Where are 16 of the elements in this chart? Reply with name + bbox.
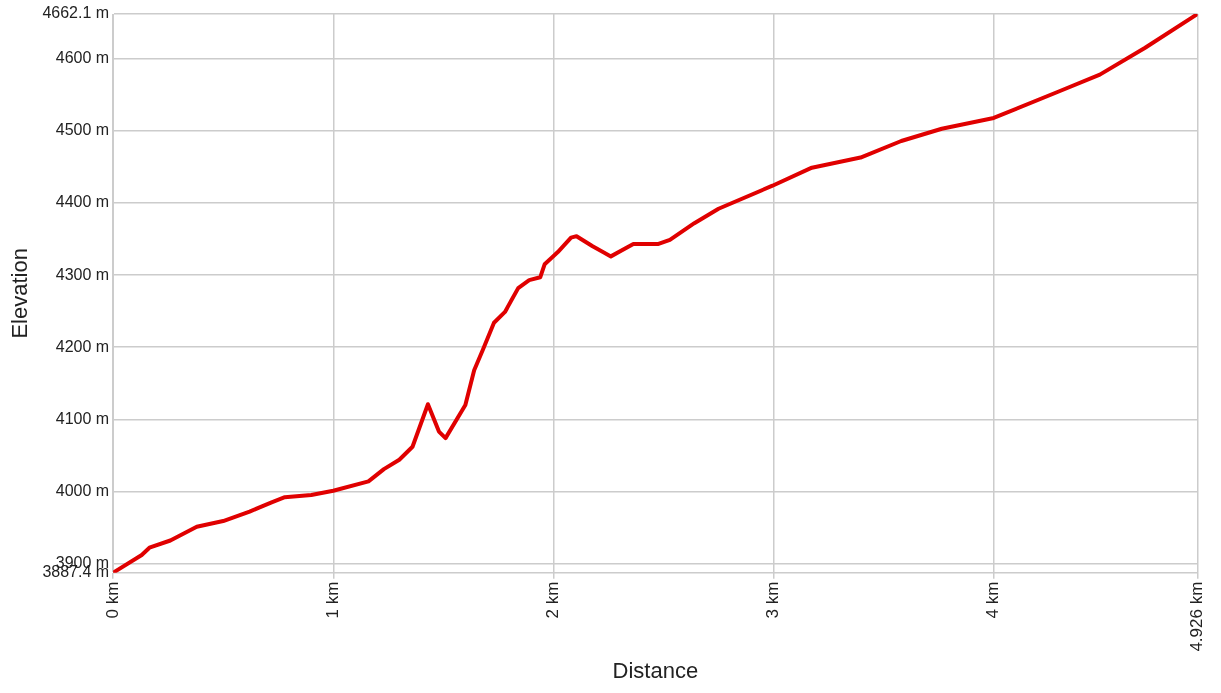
- y-tick-label: 4100 m: [55, 409, 110, 427]
- y-tick-label: 4000 m: [55, 481, 110, 499]
- x-tick-label: 2 km: [543, 581, 563, 619]
- x-tick-label: 0 km: [102, 581, 122, 619]
- y-tick-label: 4400 m: [55, 193, 110, 211]
- y-tick-label: 4500 m: [55, 121, 110, 139]
- x-tick-label: 3 km: [763, 581, 783, 619]
- x-axis-title: Distance: [612, 657, 699, 683]
- y-tick-label: 4300 m: [55, 265, 110, 283]
- x-tick-label: 4 km: [983, 581, 1003, 619]
- y-tick-label: 4662.1 m: [42, 4, 110, 22]
- x-tick-label: 1 km: [322, 581, 342, 619]
- x-tick-label: 4.926 km: [1187, 581, 1207, 652]
- y-tick-label: 4200 m: [55, 337, 110, 355]
- y-axis-title: Elevation: [7, 248, 33, 339]
- y-tick-label: 4600 m: [55, 49, 110, 67]
